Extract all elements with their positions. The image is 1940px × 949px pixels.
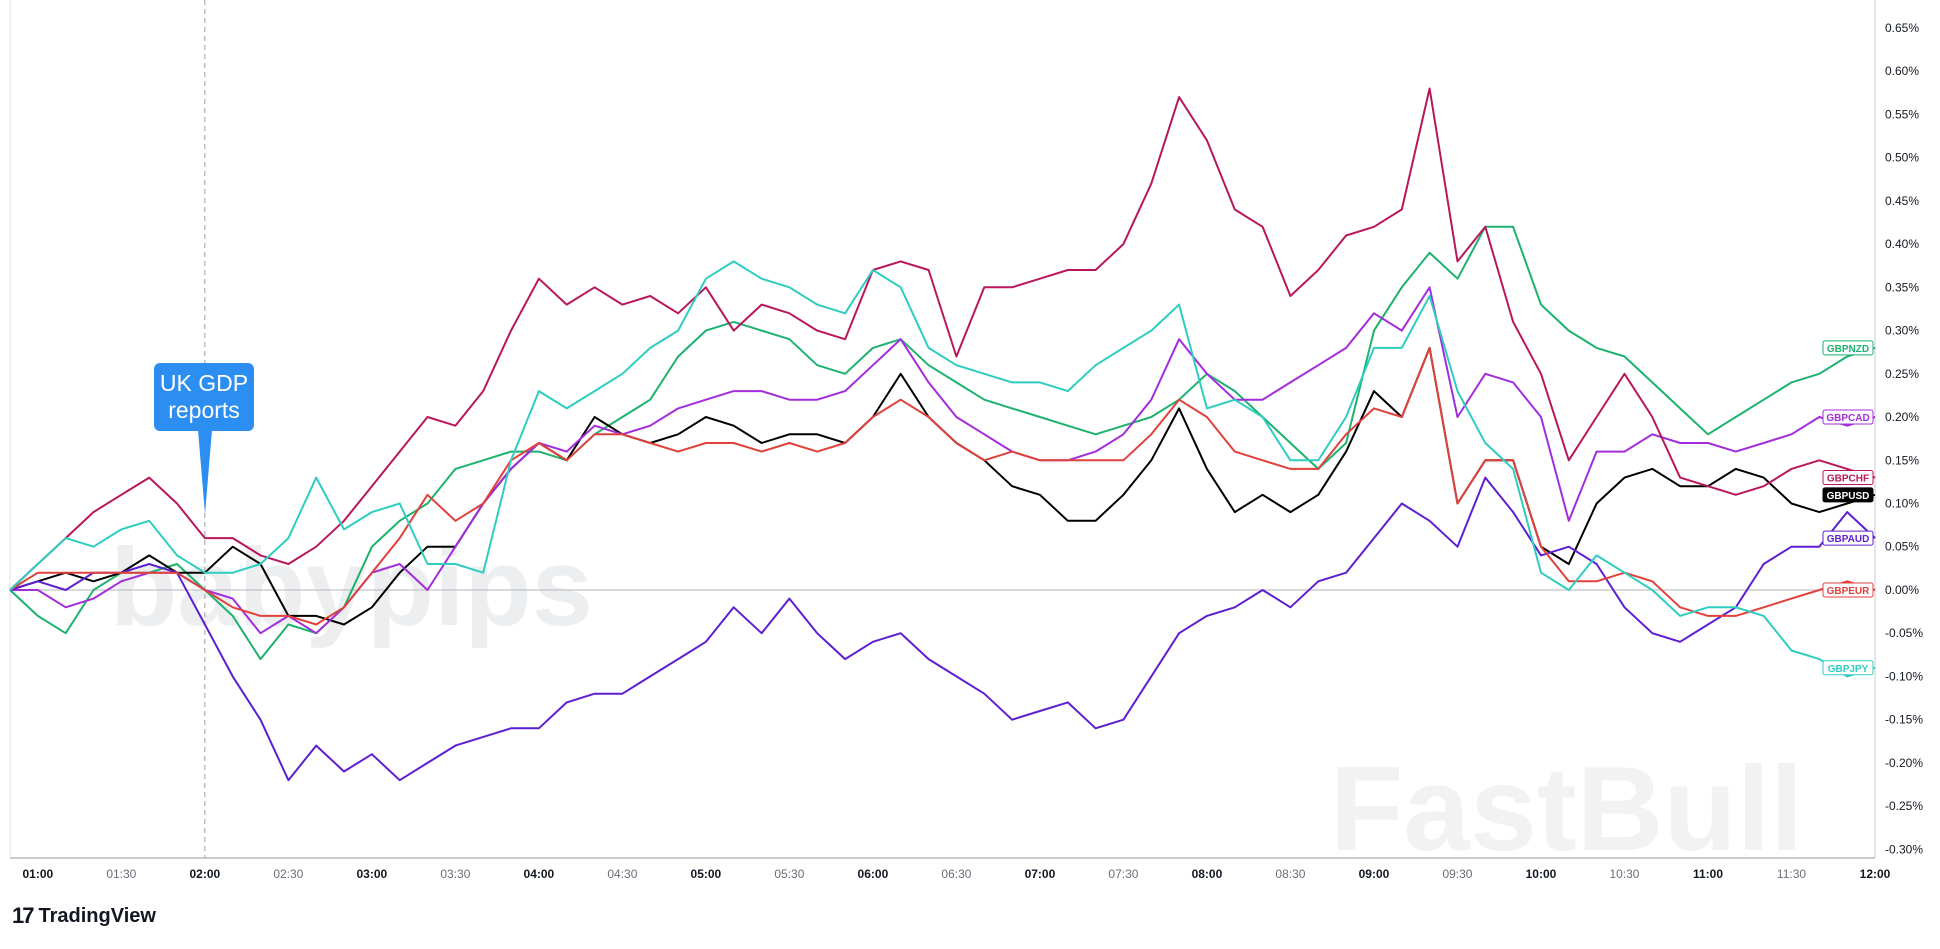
x-tick-label: 07:30: [1108, 867, 1138, 881]
y-tick-label: 0.10%: [1885, 496, 1919, 510]
series-line-gbpchf: [9, 87, 1876, 591]
x-tick-label: 09:00: [1359, 867, 1390, 881]
y-tick-label: 0.55%: [1885, 107, 1919, 121]
series-tag-label: GBPAUD: [1827, 534, 1870, 545]
series-line-gbpeur: [9, 346, 1876, 626]
y-tick-label: 0.15%: [1885, 453, 1919, 467]
watermark-top: babypips: [110, 526, 593, 649]
series-tag-label: GBPNZD: [1827, 344, 1869, 355]
y-tick-label: 0.50%: [1885, 151, 1919, 165]
annotation-line-2: reports: [168, 397, 240, 423]
series-line-gbpaud: [9, 476, 1876, 782]
series-line-gbpcad: [10, 286, 1876, 635]
x-tick-label: 08:30: [1275, 867, 1305, 881]
x-tick-label: 10:30: [1609, 867, 1639, 881]
x-tick-label: 08:00: [1192, 867, 1223, 881]
series-tag-label: GBPEUR: [1827, 586, 1871, 597]
series-tag-box: [1822, 470, 1874, 486]
y-tick-label: -0.05%: [1885, 626, 1923, 640]
y-tick-label: 0.00%: [1885, 583, 1919, 597]
y-tick-label: 0.40%: [1885, 237, 1919, 251]
series-tag-box: [1822, 582, 1874, 598]
series-tag-box: [1822, 487, 1874, 503]
series-tag-label: GBPUSD: [1827, 491, 1870, 502]
x-tick-label: 07:00: [1025, 867, 1056, 881]
x-tick-label: 03:30: [440, 867, 470, 881]
y-tick-label: 0.35%: [1885, 280, 1919, 294]
x-tick-label: 01:00: [22, 867, 53, 881]
x-tick-label: 11:30: [1777, 867, 1806, 881]
y-tick-label: -0.20%: [1885, 756, 1923, 770]
brand-name: TradingView: [38, 904, 156, 927]
series-tag-box: [1822, 340, 1874, 356]
x-tick-label: 05:00: [691, 867, 722, 881]
series-tag-box: [1822, 530, 1874, 546]
y-tick-label: -0.25%: [1885, 799, 1923, 813]
tradingview-brand[interactable]: 17 TradingView: [12, 903, 156, 928]
y-tick-label: 0.30%: [1885, 324, 1919, 338]
series-tag-label: GBPCAD: [1826, 413, 1869, 424]
annotation-pointer: [198, 430, 212, 514]
annotation-line-1: UK GDP: [159, 370, 249, 396]
x-tick-label: 06:30: [941, 867, 971, 881]
y-tick-label: 0.05%: [1885, 540, 1919, 554]
x-tick-label: 11:00: [1693, 867, 1723, 881]
series-tag-label: GBPCHF: [1827, 474, 1869, 485]
x-tick-label: 12:00: [1860, 867, 1891, 881]
y-tick-label: 0.25%: [1885, 367, 1919, 381]
y-tick-label: 0.45%: [1885, 194, 1919, 208]
series-line-gbpjpy: [9, 260, 1876, 678]
y-tick-label: 0.20%: [1885, 410, 1919, 424]
x-tick-label: 09:30: [1442, 867, 1472, 881]
y-tick-label: -0.30%: [1885, 842, 1923, 856]
x-tick-label: 02:30: [273, 867, 303, 881]
x-tick-label: 01:30: [106, 867, 136, 881]
x-tick-label: 03:00: [357, 867, 388, 881]
gdp-annotation: UK GDP reports: [154, 363, 254, 431]
x-tick-label: 04:00: [524, 867, 555, 881]
series-tag-box: [1822, 660, 1874, 676]
x-tick-label: 05:30: [774, 867, 804, 881]
x-tick-label: 06:00: [858, 867, 889, 881]
x-tick-label: 02:00: [189, 867, 220, 881]
y-tick-label: 0.65%: [1885, 21, 1919, 35]
x-tick-label: 04:30: [607, 867, 637, 881]
y-tick-label: 0.60%: [1885, 64, 1919, 78]
x-tick-label: 10:00: [1526, 867, 1557, 881]
y-tick-label: -0.15%: [1885, 713, 1923, 727]
series-tag-label: GBPJPY: [1828, 664, 1869, 675]
watermark-bottom: FastBull: [1330, 742, 1803, 876]
tradingview-logo-icon: 17: [12, 903, 35, 928]
y-tick-label: -0.10%: [1885, 669, 1923, 683]
series-tag-box: [1822, 409, 1874, 425]
